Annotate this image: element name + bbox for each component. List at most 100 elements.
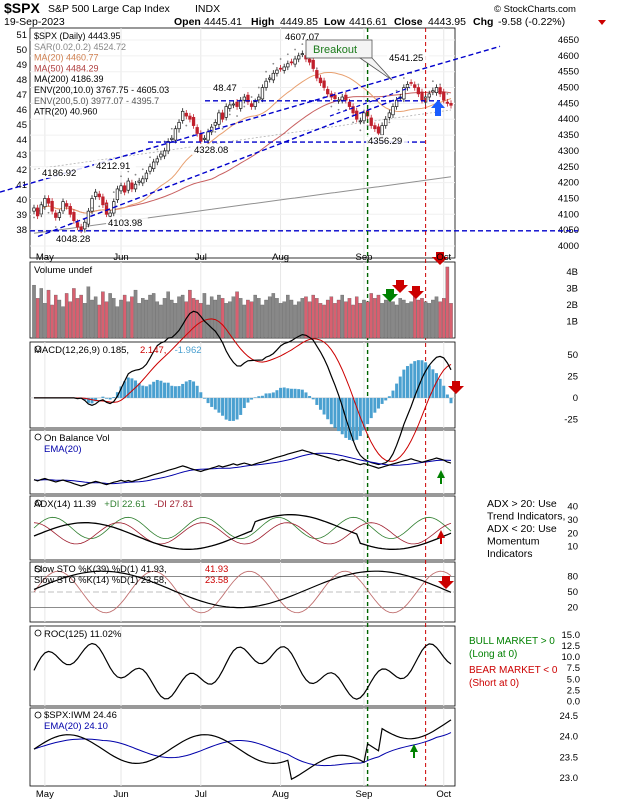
volume-bar	[123, 295, 126, 338]
macd-histogram-bar	[399, 377, 402, 398]
volume-bar	[399, 298, 402, 338]
price-tick-label: 4400	[558, 114, 579, 125]
macd-histogram-bar	[225, 398, 228, 420]
candle-body	[254, 102, 257, 107]
sar-dot	[432, 80, 434, 82]
candle-body	[283, 67, 286, 70]
macd-histogram-bar	[315, 398, 318, 405]
macd-histogram-bar	[181, 384, 184, 398]
macd-histogram-bar	[149, 384, 152, 397]
sar-dot	[48, 212, 50, 214]
candle-body	[196, 127, 199, 133]
atr-tick-label: 45	[16, 120, 27, 131]
volume-bar	[297, 302, 300, 338]
macd-histogram-bar	[145, 386, 148, 398]
volume-bar	[431, 300, 434, 338]
volume-bar	[254, 295, 257, 338]
volume-bar	[156, 302, 159, 338]
red-down-arrow-icon	[438, 576, 454, 589]
atr-tick-label: 46	[16, 105, 27, 116]
macd-histogram-bar	[257, 396, 260, 398]
macd-histogram-bar	[272, 392, 275, 397]
volume-bar	[370, 293, 373, 338]
price-tick-label: 4100	[558, 209, 579, 220]
volume-bar	[196, 300, 199, 338]
macd-histogram-bar	[435, 373, 438, 398]
candle-body	[160, 154, 163, 157]
candle-body	[446, 102, 449, 103]
volume-bar	[333, 303, 336, 338]
macd-histogram-bar	[450, 398, 453, 403]
macd-histogram-bar	[261, 396, 264, 398]
candle-body	[326, 89, 329, 93]
bear-note-line: BEAR MARKET < 0	[469, 665, 558, 676]
volume-bar	[76, 298, 79, 338]
volume-bar	[337, 300, 340, 338]
candle-body	[174, 129, 177, 140]
volume-bar	[410, 302, 413, 338]
volume-bar	[283, 302, 286, 338]
sar-dot	[91, 207, 93, 209]
bull-note-line: (Long at 0)	[469, 649, 517, 660]
macd-histogram-bar	[301, 390, 304, 398]
candle-body	[145, 173, 148, 179]
candle-body	[232, 104, 235, 105]
volume-bar	[275, 298, 278, 338]
candle-body	[58, 213, 61, 218]
volume-bar	[246, 300, 249, 338]
macd-histogram-bar	[101, 397, 104, 398]
macd-histogram-bar	[446, 395, 449, 398]
macd-histogram-bar	[410, 364, 413, 398]
sar-dot	[171, 128, 173, 130]
macd-histogram-bar	[384, 398, 387, 401]
volume-bar	[435, 297, 438, 338]
top-month-label: Jun	[113, 252, 128, 263]
roc-title: ROC(125) 11.02%	[44, 629, 122, 640]
macd-histogram-bar	[428, 365, 431, 397]
macd-histogram-bar	[228, 398, 231, 421]
volume-tick-label: 2B	[566, 300, 578, 311]
macd-histogram-bar	[163, 383, 166, 398]
volume-bar	[268, 297, 271, 338]
breakout-label: Breakout	[313, 44, 357, 56]
volume-bar	[51, 305, 54, 338]
month-label: Oct	[436, 789, 451, 800]
volume-bar	[322, 305, 325, 338]
volume-bar	[439, 302, 442, 338]
month-label: May	[36, 789, 54, 800]
volume-bar	[239, 298, 242, 338]
red-down-arrow-icon	[392, 280, 408, 293]
sto-tick-label: 50	[567, 587, 578, 598]
bear-note-line: (Short at 0)	[469, 678, 519, 689]
volume-bar	[130, 297, 133, 338]
candle-body	[308, 59, 311, 62]
volume-bar	[36, 298, 39, 338]
macd-histogram-bar	[91, 398, 94, 404]
adx-note-line: Indicators	[487, 548, 533, 560]
volume-bar	[145, 300, 148, 338]
volume-bar	[341, 295, 344, 338]
sar-dot	[417, 83, 419, 85]
candle-body	[214, 122, 217, 125]
high-label: High	[251, 16, 274, 28]
volume-bar	[65, 293, 68, 338]
sar-dot	[62, 210, 64, 212]
macd-histogram-bar	[308, 396, 311, 398]
atr-tick-label: 51	[16, 30, 27, 41]
macd-histogram-bar	[112, 397, 115, 398]
candle-body	[156, 159, 159, 162]
candle-body	[294, 59, 297, 64]
ratio-ema-line	[34, 733, 451, 766]
macd-legend-item: MACD(12,26,9) 0.185,	[34, 345, 129, 356]
candle-body	[73, 212, 76, 220]
sto-tick-label: 20	[567, 603, 578, 614]
volume-bar	[424, 302, 427, 338]
volume-bar	[101, 292, 104, 338]
exchange: INDX	[195, 3, 220, 15]
volume-bar	[319, 303, 322, 338]
roc-tick-label: 15.0	[562, 630, 581, 641]
macd-histogram-bar	[152, 382, 155, 398]
macd-histogram-bar	[239, 398, 242, 415]
candle-body	[62, 202, 65, 211]
candle-body	[287, 64, 290, 67]
